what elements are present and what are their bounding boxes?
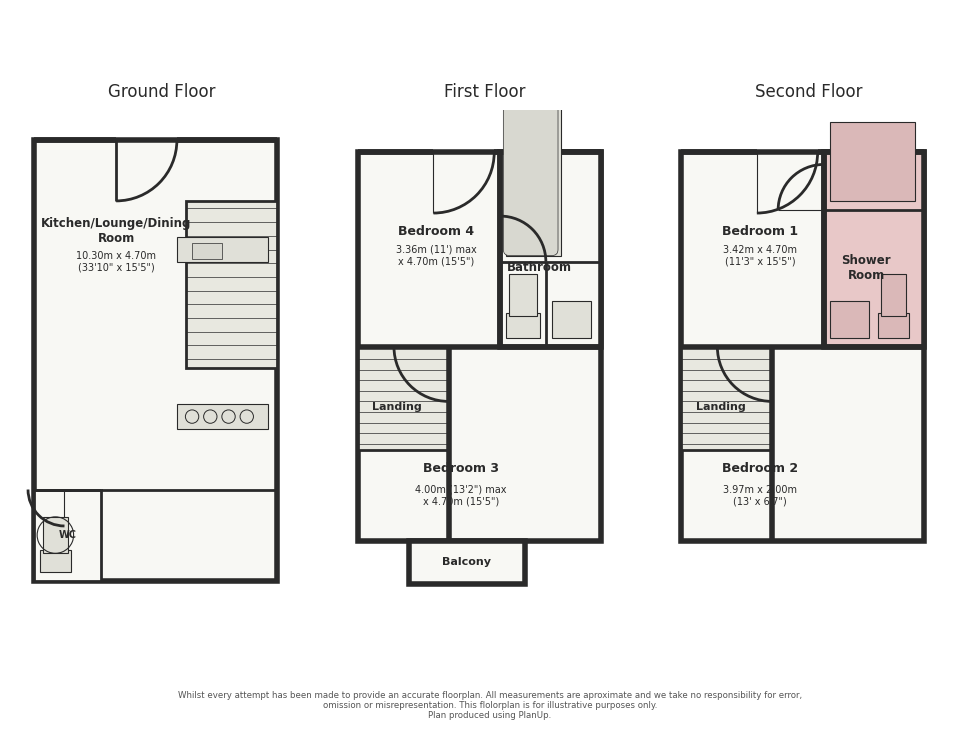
Bar: [823, 152, 924, 347]
Bar: [681, 347, 772, 450]
Bar: [878, 313, 908, 337]
Text: HOCKEYS: HOCKEYS: [413, 354, 545, 382]
Bar: [881, 274, 906, 316]
Text: WC: WC: [59, 530, 76, 540]
Bar: [681, 152, 924, 541]
FancyBboxPatch shape: [504, 104, 558, 256]
Text: 10.30m x 4.70m
(33'10" x 15'5"): 10.30m x 4.70m (33'10" x 15'5"): [76, 251, 156, 273]
Bar: [43, 517, 68, 553]
Bar: [501, 152, 601, 347]
Text: HOCKEYS: HOCKEYS: [89, 339, 221, 367]
Title: First Floor: First Floor: [444, 82, 526, 101]
Title: Ground Floor: Ground Floor: [108, 82, 216, 101]
Bar: [34, 490, 101, 581]
Text: Balcony: Balcony: [442, 557, 491, 567]
Text: Kitchen/Lounge/Dining
Room: Kitchen/Lounge/Dining Room: [41, 218, 191, 245]
Bar: [410, 541, 524, 584]
Bar: [830, 122, 914, 201]
Text: Landing: Landing: [372, 403, 421, 412]
Text: Bedroom 4: Bedroom 4: [399, 225, 474, 238]
Text: Landing: Landing: [696, 403, 745, 412]
Bar: [176, 404, 269, 429]
Text: 4.00m (13'2") max
x 4.70m (15'5"): 4.00m (13'2") max x 4.70m (15'5"): [416, 485, 507, 506]
Bar: [186, 201, 277, 368]
Title: Second Floor: Second Floor: [755, 82, 862, 101]
Text: Bedroom 3: Bedroom 3: [422, 462, 499, 475]
Text: 3.42m x 4.70m
(11'3" x 15'5"): 3.42m x 4.70m (11'3" x 15'5"): [723, 245, 797, 266]
Text: 3.97m x 2.00m
(13' x 6'7"): 3.97m x 2.00m (13' x 6'7"): [723, 485, 797, 506]
Bar: [510, 274, 537, 316]
Text: 3.36m (11') max
x 4.70m (15'5"): 3.36m (11') max x 4.70m (15'5"): [396, 245, 477, 266]
Text: ESTABLISHED  1885: ESTABLISHED 1885: [430, 387, 527, 398]
Bar: [34, 140, 277, 581]
Text: Bathroom: Bathroom: [508, 261, 572, 274]
Bar: [192, 243, 222, 259]
Text: Shower
Room: Shower Room: [842, 254, 891, 282]
Text: Bedroom 2: Bedroom 2: [722, 462, 798, 475]
Bar: [552, 301, 592, 337]
Text: HOCKEYS: HOCKEYS: [736, 354, 868, 382]
Bar: [176, 237, 269, 262]
Bar: [507, 313, 540, 337]
Bar: [507, 98, 561, 256]
Bar: [358, 347, 449, 450]
Text: Whilst every attempt has been made to provide an accurate floorplan. All measure: Whilst every attempt has been made to pr…: [178, 691, 802, 720]
Text: Bedroom 1: Bedroom 1: [722, 225, 798, 238]
Bar: [40, 551, 71, 572]
Bar: [830, 301, 869, 337]
Bar: [358, 152, 601, 541]
